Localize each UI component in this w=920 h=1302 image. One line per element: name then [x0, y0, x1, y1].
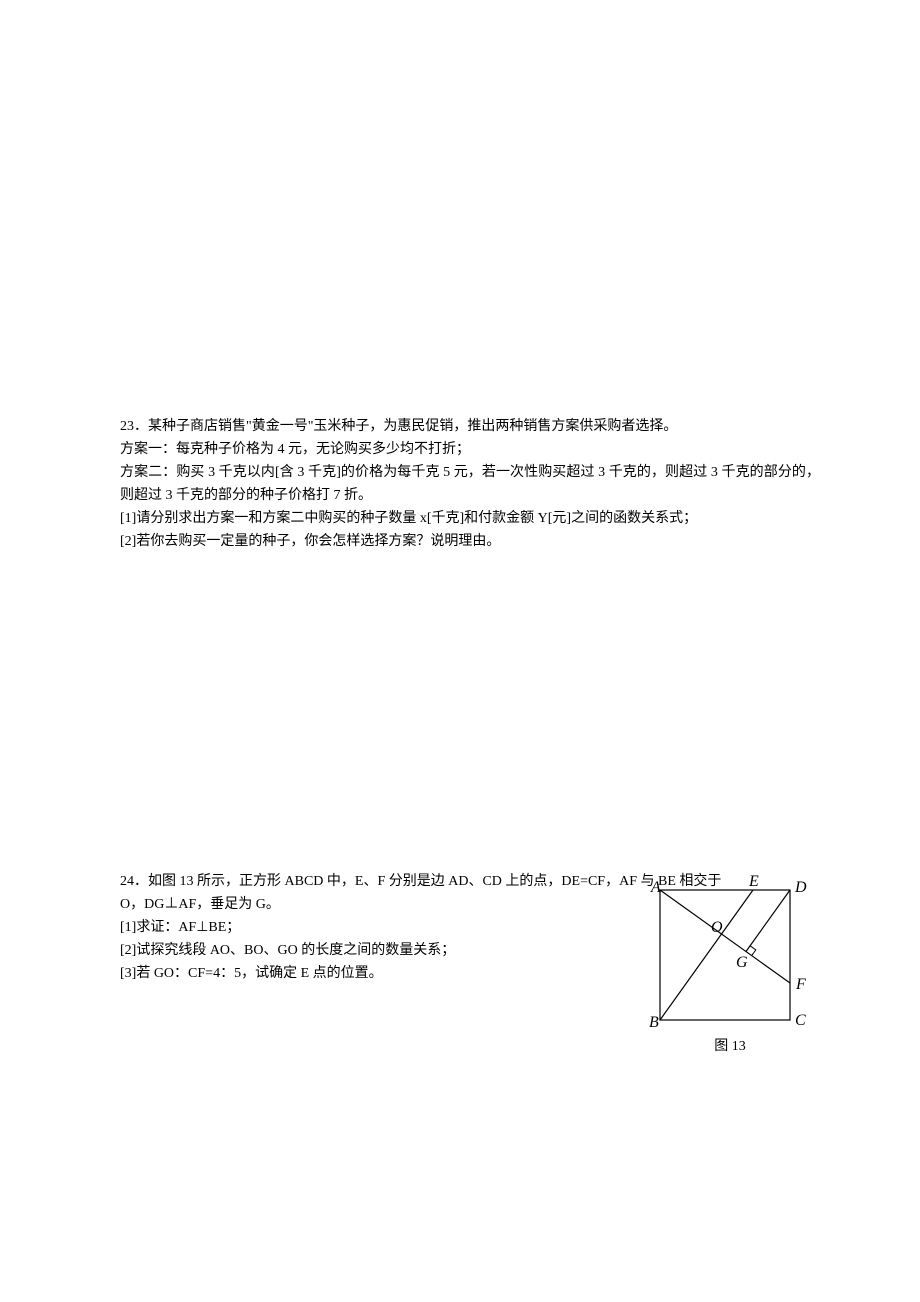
problem-24-intro-line2: O，DG⊥AF，垂足为 G。	[120, 893, 630, 916]
problem-23-plan1: 方案一：每克种子价格为 4 元，无论购买多少均不打折；	[120, 438, 820, 461]
problem-23-q2: [2]若你去购买一定量的种子，你会怎样选择方案？说明理由。	[120, 530, 820, 553]
problem-23-intro-text: 某种子商店销售"黄金一号"玉米种子，为惠民促销，推出两种销售方案供采购者选择。	[148, 419, 677, 434]
problem-23-block: 23．某种子商店销售"黄金一号"玉米种子，为惠民促销，推出两种销售方案供采购者选…	[120, 415, 820, 554]
label-d: D	[794, 879, 807, 896]
label-a: A	[650, 879, 661, 896]
label-b: B	[649, 1014, 659, 1031]
problem-24-number: 24．	[120, 874, 148, 889]
label-g: G	[736, 954, 748, 971]
right-angle-g	[750, 946, 756, 956]
problem-23-plan2: 方案二：购买 3 千克以内[含 3 千克]的价格为每千克 5 元，若一次性购买超…	[120, 461, 820, 507]
problem-24-body: O，DG⊥AF，垂足为 G。 [1]求证：AF⊥BE； [2]试探究线段 AO、…	[120, 893, 820, 1055]
figure-13-label: 图 13	[640, 1035, 820, 1055]
problem-24-q3: [3]若 GO：CF=4：5，试确定 E 点的位置。	[120, 962, 630, 985]
problem-24-q2: [2]试探究线段 AO、BO、GO 的长度之间的数量关系；	[120, 939, 630, 962]
label-o: O	[711, 919, 723, 936]
line-dg	[746, 890, 790, 952]
label-f: F	[795, 976, 806, 993]
problem-23-intro: 23．某种子商店销售"黄金一号"玉米种子，为惠民促销，推出两种销售方案供采购者选…	[120, 415, 820, 438]
label-c: C	[795, 1012, 806, 1029]
problem-23-number: 23．	[120, 419, 148, 434]
problem-24-q1: [1]求证：AF⊥BE；	[120, 916, 630, 939]
square-abcd	[660, 890, 790, 1020]
problem-24-intro-text1: 如图 13 所示，正方形 ABCD 中，E、F 分别是边 AD、CD 上的点，D…	[148, 874, 721, 889]
problem-24: 24．如图 13 所示，正方形 ABCD 中，E、F 分别是边 AD、CD 上的…	[120, 870, 820, 1055]
problem-24-text-block: O，DG⊥AF，垂足为 G。 [1]求证：AF⊥BE； [2]试探究线段 AO、…	[120, 893, 630, 985]
line-af	[660, 890, 790, 983]
figure-13: A D C B E F O G	[640, 875, 820, 1033]
problem-23: 23．某种子商店销售"黄金一号"玉米种子，为惠民促销，推出两种销售方案供采购者选…	[120, 415, 820, 574]
label-e: E	[748, 875, 759, 890]
figure-13-container: A D C B E F O G 图 13	[640, 875, 820, 1055]
problem-23-q1: [1]请分别求出方案一和方案二中购买的种子数量 x[千克]和付款金额 Y[元]之…	[120, 507, 820, 530]
